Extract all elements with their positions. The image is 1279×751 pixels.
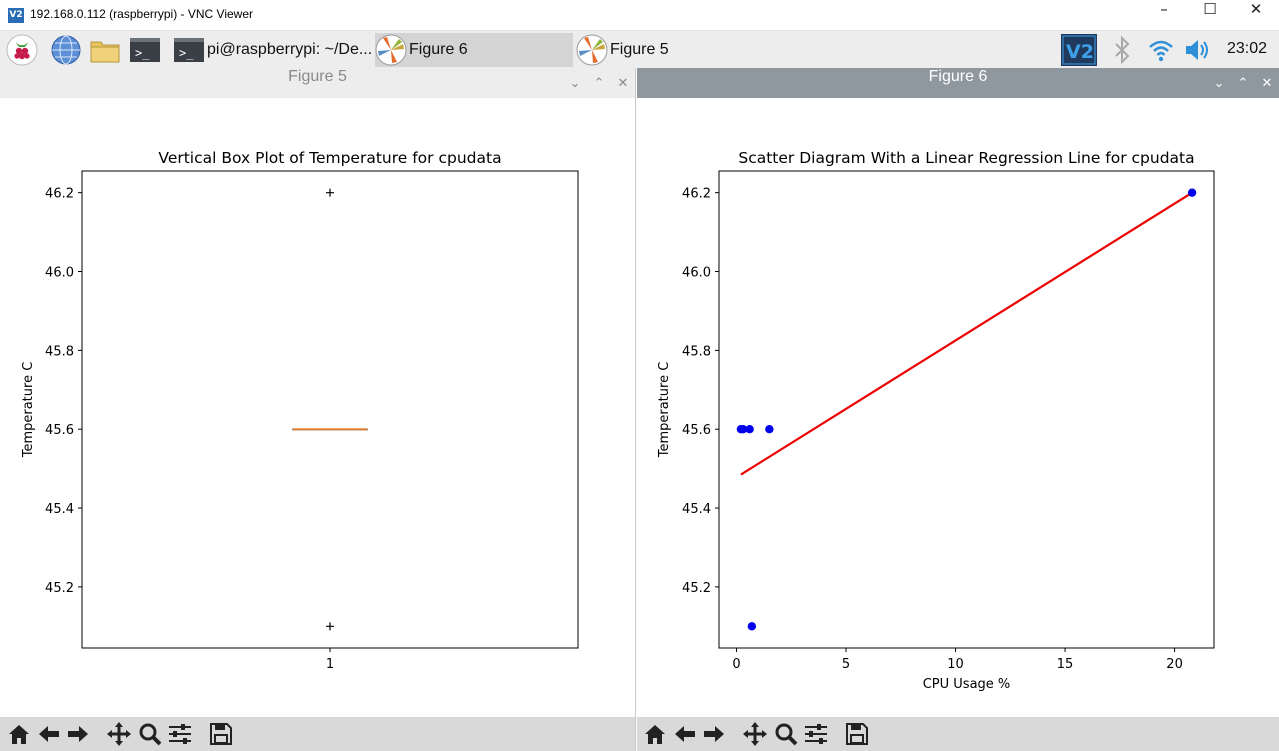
file-manager-icon[interactable] bbox=[89, 34, 121, 66]
chevron-down-icon[interactable]: ⌄ bbox=[569, 75, 581, 90]
chevron-up-icon[interactable]: ⌃ bbox=[1237, 75, 1249, 90]
scatter-plot: Scatter Diagram With a Linear Regression… bbox=[657, 149, 1215, 692]
vnc-tray-icon[interactable]: V2 bbox=[1061, 34, 1097, 66]
svg-text:>_: >_ bbox=[135, 46, 150, 60]
figure-5-window: Figure 5 ⌄ ⌃ ✕ Vertical Box Plot of Temp… bbox=[0, 68, 636, 751]
close-icon[interactable]: ✕ bbox=[1249, 0, 1263, 18]
close-icon[interactable]: ✕ bbox=[617, 75, 629, 90]
matplotlib-icon bbox=[576, 34, 608, 66]
maximize-icon[interactable]: ☐ bbox=[1203, 0, 1217, 18]
zoom-icon[interactable] bbox=[136, 720, 164, 748]
y-tick-label: 45.2 bbox=[682, 581, 711, 596]
chart-title: Scatter Diagram With a Linear Regression… bbox=[738, 149, 1194, 167]
scatter-point bbox=[738, 425, 748, 434]
x-tick-label: 20 bbox=[1166, 657, 1183, 672]
vnc-title-bar: V2 192.168.0.112 (raspberrypi) - VNC Vie… bbox=[0, 0, 1279, 31]
window-title: Figure 5 bbox=[288, 68, 347, 85]
task-terminal[interactable]: >_ pi@raspberrypi: ~/De... bbox=[173, 33, 373, 67]
forward-arrow-icon[interactable] bbox=[700, 720, 728, 748]
box-plot: Vertical Box Plot of Temperature for cpu… bbox=[21, 149, 579, 672]
scatter-point bbox=[1187, 188, 1197, 197]
home-icon[interactable] bbox=[5, 720, 33, 748]
y-tick-label: 46.2 bbox=[45, 187, 74, 202]
close-icon[interactable]: ✕ bbox=[1261, 75, 1273, 90]
plot-frame bbox=[718, 170, 1215, 649]
svg-text:>_: >_ bbox=[179, 46, 194, 60]
web-browser-icon[interactable] bbox=[50, 34, 82, 66]
task-figure-6[interactable]: Figure 6 bbox=[375, 33, 573, 67]
y-tick-label: 45.8 bbox=[45, 344, 74, 359]
x-tick-label: 5 bbox=[842, 657, 850, 672]
bluetooth-icon[interactable] bbox=[1110, 34, 1134, 66]
zoom-icon[interactable] bbox=[772, 720, 800, 748]
vnc-window-title: 192.168.0.112 (raspberrypi) - VNC Viewer bbox=[30, 7, 253, 21]
scatter-point bbox=[765, 425, 774, 434]
y-axis-label: Temperature C bbox=[657, 362, 672, 459]
home-icon[interactable] bbox=[641, 720, 669, 748]
matplotlib-icon bbox=[375, 34, 407, 66]
x-tick-label: 0 bbox=[732, 657, 740, 672]
pan-icon[interactable] bbox=[741, 720, 769, 748]
y-tick-label: 45.6 bbox=[45, 423, 74, 438]
svg-text:V2: V2 bbox=[1066, 41, 1094, 63]
terminal-icon: >_ bbox=[174, 38, 204, 62]
y-tick-label: 45.2 bbox=[45, 581, 74, 596]
x-tick-label: 10 bbox=[947, 657, 964, 672]
back-arrow-icon[interactable] bbox=[671, 720, 699, 748]
y-tick-label: 45.8 bbox=[682, 344, 711, 359]
vnc-logo-icon: V2 bbox=[8, 8, 24, 23]
figure-5-toolbar bbox=[0, 717, 635, 751]
back-arrow-icon[interactable] bbox=[35, 720, 63, 748]
clock: 23:02 bbox=[1226, 40, 1267, 57]
configure-subplots-icon[interactable] bbox=[802, 720, 830, 748]
forward-arrow-icon[interactable] bbox=[64, 720, 92, 748]
chart-title: Vertical Box Plot of Temperature for cpu… bbox=[158, 149, 501, 167]
y-tick-label: 45.4 bbox=[45, 502, 74, 517]
chevron-up-icon[interactable]: ⌃ bbox=[593, 75, 605, 90]
plot-frame bbox=[81, 170, 579, 649]
raspberry-menu-icon[interactable] bbox=[6, 34, 38, 66]
figure-6-window: Figure 6 ⌄ ⌃ ✕ Scatter Diagram With a Li… bbox=[637, 68, 1279, 751]
outlier-marker bbox=[326, 188, 334, 197]
figure-6-title-bar[interactable]: Figure 6 ⌄ ⌃ ✕ bbox=[637, 68, 1279, 98]
y-tick-label: 45.4 bbox=[682, 502, 711, 517]
save-icon[interactable] bbox=[843, 720, 871, 748]
scatter-point bbox=[747, 622, 757, 631]
save-icon[interactable] bbox=[207, 720, 235, 748]
y-tick-label: 46.0 bbox=[682, 266, 711, 281]
configure-subplots-icon[interactable] bbox=[166, 720, 194, 748]
terminal-launcher-icon[interactable]: >_ bbox=[129, 34, 161, 66]
x-tick-label: 1 bbox=[326, 657, 334, 672]
task-label: Figure 6 bbox=[409, 41, 468, 58]
outlier-marker bbox=[326, 622, 334, 631]
scatter-point bbox=[745, 425, 754, 434]
figure-6-toolbar bbox=[637, 717, 1279, 751]
figure-5-title-bar[interactable]: Figure 5 ⌄ ⌃ ✕ bbox=[0, 68, 635, 98]
regression-line bbox=[740, 191, 1193, 476]
x-axis-label: CPU Usage % bbox=[923, 677, 1011, 692]
y-axis-label: Temperature C bbox=[21, 362, 36, 459]
minimize-icon[interactable]: – bbox=[1160, 0, 1168, 18]
y-tick-label: 46.2 bbox=[682, 187, 711, 202]
task-label: pi@raspberrypi: ~/De... bbox=[207, 41, 373, 58]
wifi-icon[interactable] bbox=[1147, 34, 1175, 66]
window-title: Figure 6 bbox=[928, 68, 988, 85]
y-tick-label: 45.6 bbox=[682, 423, 711, 438]
chevron-down-icon[interactable]: ⌄ bbox=[1213, 75, 1225, 90]
desktop-taskbar: >_ >_ pi@raspberrypi: ~/De... Figure 6 bbox=[0, 31, 1279, 68]
volume-icon[interactable] bbox=[1183, 34, 1213, 66]
task-figure-5[interactable]: Figure 5 bbox=[576, 33, 774, 67]
pan-icon[interactable] bbox=[105, 720, 133, 748]
x-tick-label: 15 bbox=[1057, 657, 1074, 672]
task-label: Figure 5 bbox=[610, 41, 669, 58]
y-tick-label: 46.0 bbox=[45, 266, 74, 281]
